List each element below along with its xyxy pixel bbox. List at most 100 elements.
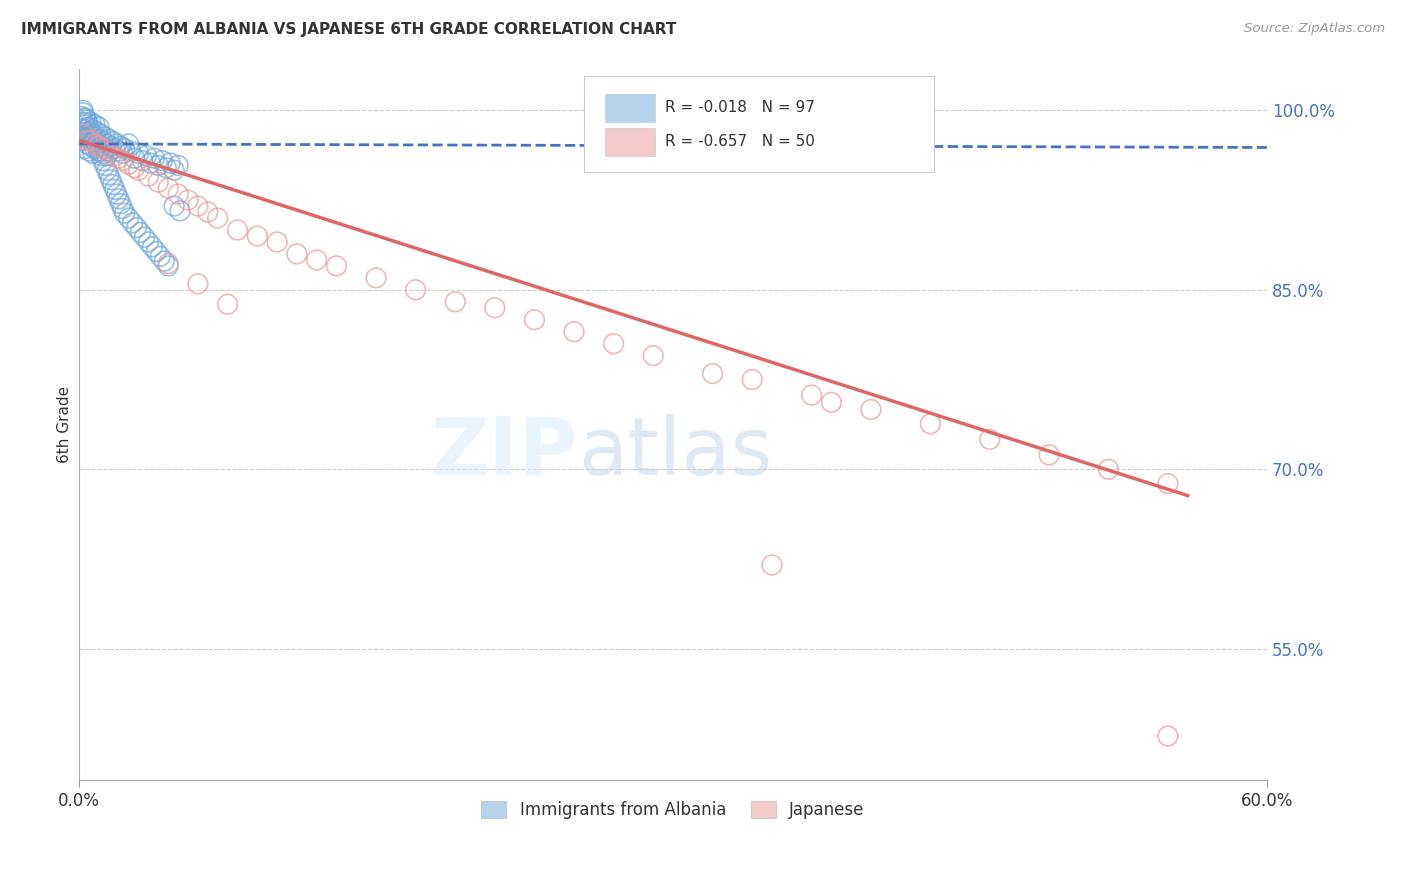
Point [84,129,107,144]
Point [124,151,146,165]
Point [75,142,97,156]
FancyBboxPatch shape [606,128,655,156]
Point [105,136,128,151]
Point [138,169,160,184]
Point [86,136,108,151]
Point [484,301,506,315]
Point [87,139,110,153]
Point [141,240,163,254]
Point [105,187,128,202]
Point [101,178,124,192]
Point [920,417,942,431]
Point [111,202,134,216]
Y-axis label: 6th Grade: 6th Grade [58,386,72,463]
Text: R = -0.018   N = 97: R = -0.018 N = 97 [665,100,814,115]
Point [405,283,427,297]
Point [84,135,107,149]
Point [226,223,249,237]
Point [741,373,763,387]
Point [87,132,110,146]
Point [157,181,180,195]
Point [77,132,100,146]
Point [110,196,132,211]
Point [87,120,110,135]
Point [167,187,190,202]
Point [90,139,112,153]
Point [77,120,100,135]
Point [159,156,181,170]
Point [72,105,94,120]
Point [117,211,139,225]
Point [129,226,152,240]
Point [131,153,153,168]
Point [135,149,157,163]
Point [117,157,139,171]
Point [285,247,308,261]
Point [1038,448,1060,462]
Point [187,277,209,291]
Point [167,158,190,172]
Point [114,142,136,156]
Point [94,158,117,172]
Point [177,193,200,207]
Point [149,249,172,263]
Point [96,136,118,151]
Point [150,153,173,168]
Point [91,153,114,168]
Point [859,402,882,417]
Point [207,211,229,225]
Point [82,129,104,144]
Point [444,294,467,309]
Point [148,175,170,189]
Point [70,109,93,123]
Point [104,142,127,156]
Point [84,142,107,156]
Point [94,129,117,144]
Point [77,144,100,158]
Point [90,128,112,142]
Point [197,205,219,219]
Point [148,158,170,172]
Point [110,139,132,153]
Point [157,259,180,273]
Point [75,129,97,144]
Point [143,151,166,165]
Point [72,133,94,147]
Point [76,136,98,151]
Point [246,229,269,244]
Point [70,121,93,136]
Point [139,156,162,170]
Text: Source: ZipAtlas.com: Source: ZipAtlas.com [1244,22,1385,36]
Point [87,144,110,158]
Point [76,125,98,139]
Point [820,395,842,409]
Point [82,146,104,161]
Point [72,103,94,118]
Point [305,252,328,267]
Point [84,136,107,151]
Point [702,367,724,381]
Point [155,161,177,175]
Point [114,206,136,220]
Point [187,199,209,213]
Point [76,133,98,147]
Point [80,125,103,139]
Point [96,149,118,163]
Point [562,325,585,339]
Point [76,112,98,127]
Point [217,297,239,311]
Point [77,120,100,135]
Legend: Immigrants from Albania, Japanese: Immigrants from Albania, Japanese [475,794,872,825]
Point [82,135,104,149]
Point [104,182,127,196]
Point [120,144,142,158]
Point [117,136,139,151]
Point [72,115,94,129]
Point [80,128,103,142]
Text: R = -0.657   N = 50: R = -0.657 N = 50 [665,135,814,149]
Point [523,312,546,326]
Point [91,135,114,149]
Point [87,144,110,158]
Point [97,132,120,146]
Point [266,235,288,249]
